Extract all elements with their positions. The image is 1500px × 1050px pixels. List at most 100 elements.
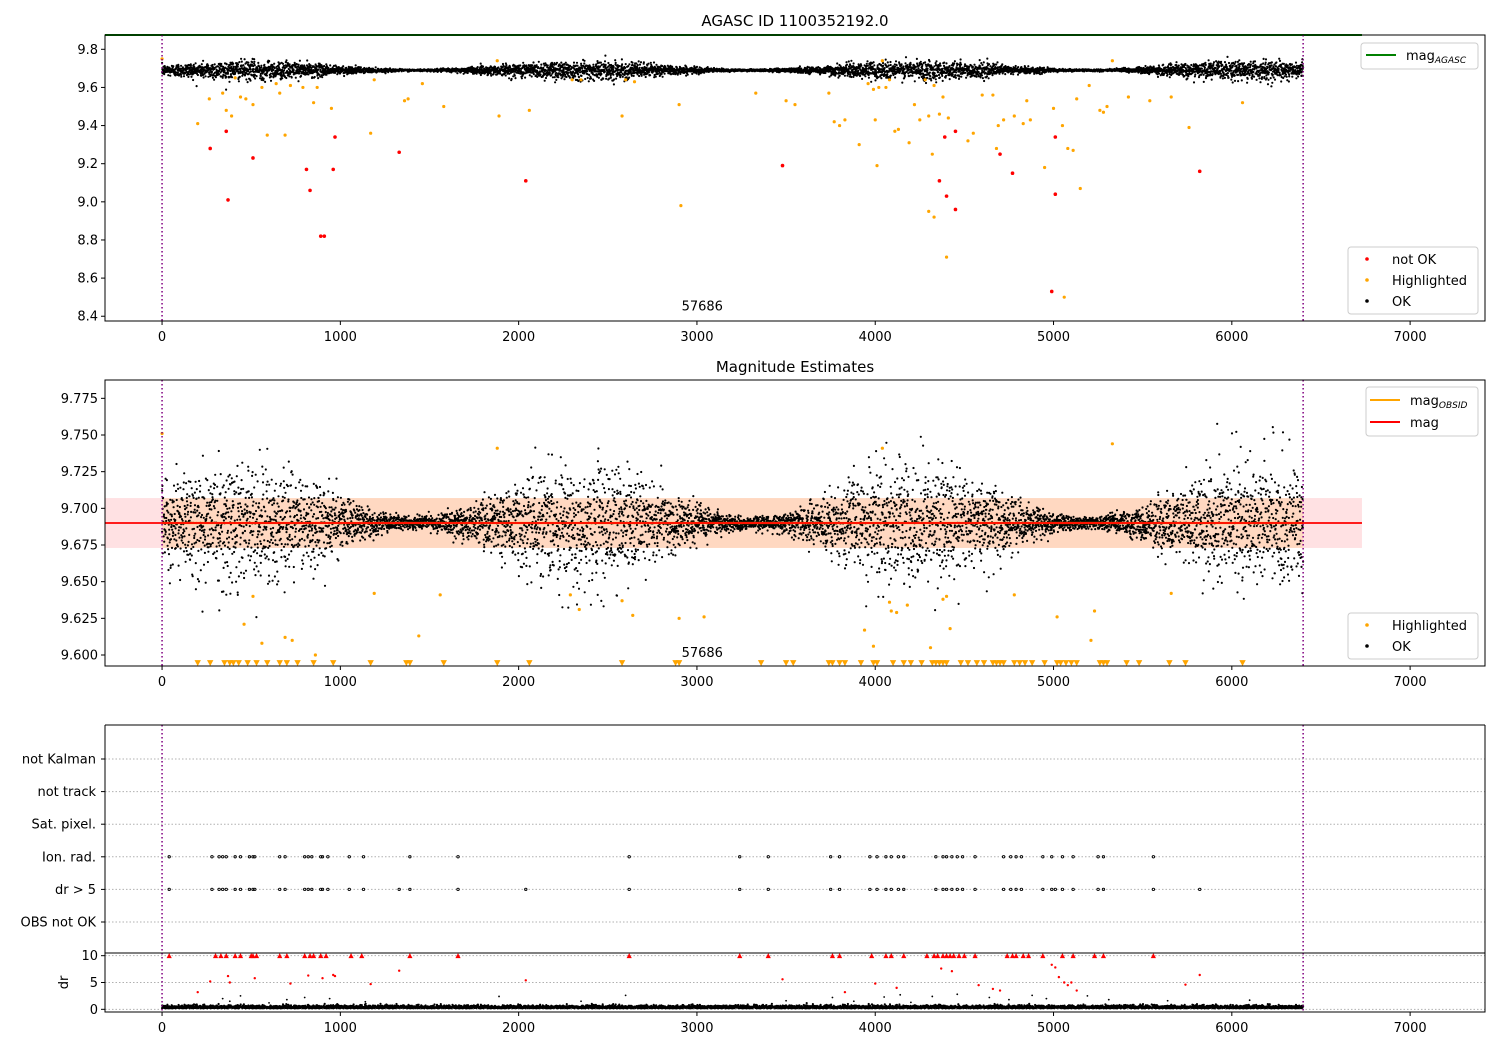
dr-clipped-marker xyxy=(956,953,962,959)
flag-marker xyxy=(868,887,872,892)
highlighted-point xyxy=(1101,110,1106,114)
highlighted-point xyxy=(702,615,706,619)
flag-marker xyxy=(306,855,310,859)
highlighted-point xyxy=(624,78,628,82)
y-tick-label: 9.700 xyxy=(61,502,98,517)
flag-marker xyxy=(238,887,243,892)
highlighted-point xyxy=(1071,148,1075,152)
flag-marker xyxy=(884,887,888,892)
off-scale-marker xyxy=(1103,660,1111,666)
flag-marker xyxy=(397,887,401,892)
off-scale-marker xyxy=(829,660,836,666)
highlighted-point xyxy=(244,97,248,101)
legend-box xyxy=(1347,612,1479,660)
highlighted-point xyxy=(233,76,237,80)
highlighted-point xyxy=(495,59,499,63)
flag-marker xyxy=(361,855,366,859)
not-ok-point xyxy=(1053,135,1058,139)
flag-marker xyxy=(253,855,257,859)
x-tick-label: 0 xyxy=(158,1021,166,1036)
off-scale-marker xyxy=(1000,660,1007,666)
off-scale-marker xyxy=(957,660,965,666)
off-scale-marker xyxy=(943,660,950,666)
highlighted-point xyxy=(923,78,927,82)
flag-marker xyxy=(167,855,171,859)
dr-not-ok-point xyxy=(1054,966,1057,969)
highlighted-point xyxy=(871,644,876,648)
dr-clipped-marker xyxy=(302,953,308,959)
dr-not-ok-point xyxy=(1075,989,1078,992)
dr-scattered-point xyxy=(498,995,500,998)
highlighted-point xyxy=(527,108,531,112)
highlighted-point xyxy=(994,146,999,151)
flag-marker xyxy=(1041,855,1045,859)
off-scale-marker xyxy=(194,660,201,666)
flag-marker xyxy=(320,887,325,892)
off-scale-marker xyxy=(782,660,790,666)
flag-marker xyxy=(944,855,949,859)
panel-flags: not Kalman not track Sat. pixel. Ion. rad. d… xyxy=(21,724,1486,953)
dr-not-ok-point xyxy=(940,967,943,970)
off-scale-marker xyxy=(857,660,865,666)
flag-marker xyxy=(868,855,872,859)
flag-marker xyxy=(1101,855,1106,859)
flag-marker xyxy=(1101,887,1106,892)
dr-clipped-marker xyxy=(888,953,894,959)
off-scale-marker xyxy=(1011,660,1018,666)
not-ok-point xyxy=(304,167,309,172)
flag-marker xyxy=(251,887,255,892)
dr-clipped-marker xyxy=(951,953,957,959)
flag-category-label: not Kalman xyxy=(22,753,96,768)
dr-not-ok-point xyxy=(1184,983,1187,986)
flag-marker xyxy=(973,887,977,892)
highlighted-point xyxy=(1187,125,1191,130)
highlighted-point xyxy=(632,80,637,84)
dr-scattered-point xyxy=(268,1001,270,1004)
flag-marker xyxy=(950,887,954,892)
flag-marker xyxy=(766,887,770,892)
dr-not-ok-point xyxy=(397,969,401,972)
dr-not-ok-point xyxy=(369,982,372,986)
flag-marker xyxy=(456,855,460,859)
y-tick-label: 9.625 xyxy=(61,612,98,627)
flag-marker xyxy=(934,855,938,859)
off-scale-marker xyxy=(367,660,374,666)
highlighted-point xyxy=(784,99,788,103)
highlighted-point xyxy=(221,91,225,95)
highlighted-point xyxy=(495,446,499,450)
dr-clipped-marker xyxy=(1009,953,1016,959)
highlighted-point xyxy=(568,593,572,597)
flag-marker xyxy=(210,887,214,892)
dr-clipped-marker xyxy=(935,953,941,959)
highlighted-point xyxy=(946,116,950,120)
dr-clipped-marker xyxy=(1070,953,1076,959)
not-ok-point xyxy=(523,179,528,183)
off-scale-marker xyxy=(1068,660,1075,666)
y-tick-label: 9.600 xyxy=(61,649,98,664)
not-ok-point xyxy=(1049,289,1054,294)
flag-marker xyxy=(456,887,460,892)
flag-marker xyxy=(319,855,323,859)
highlighted-point xyxy=(1089,638,1093,642)
highlighted-point xyxy=(417,634,421,638)
y-tick-label: 9.6 xyxy=(77,81,98,96)
highlighted-point xyxy=(251,594,255,598)
flag-marker xyxy=(224,855,228,859)
flag-marker xyxy=(896,887,901,892)
dr-clipped-marker xyxy=(232,953,238,959)
off-scale-marker xyxy=(1062,660,1070,666)
legend-label: Highlighted xyxy=(1392,274,1467,289)
dr-scattered-point xyxy=(831,996,834,999)
highlighted-point xyxy=(579,78,583,82)
dr-clipped-marker xyxy=(924,953,930,959)
x-tick-label: 2000 xyxy=(502,330,535,345)
dr-scattered-point xyxy=(785,999,787,1002)
legend-label: OK xyxy=(1392,640,1411,655)
axes-frame xyxy=(104,379,1486,667)
flag-marker xyxy=(278,887,282,892)
highlighted-point xyxy=(875,164,879,168)
legend-lower: Highlighted OK xyxy=(1347,612,1479,660)
flag-marker xyxy=(973,855,977,859)
dr-not-ok-point xyxy=(333,974,337,978)
dr-clipped-marker xyxy=(1004,953,1010,959)
